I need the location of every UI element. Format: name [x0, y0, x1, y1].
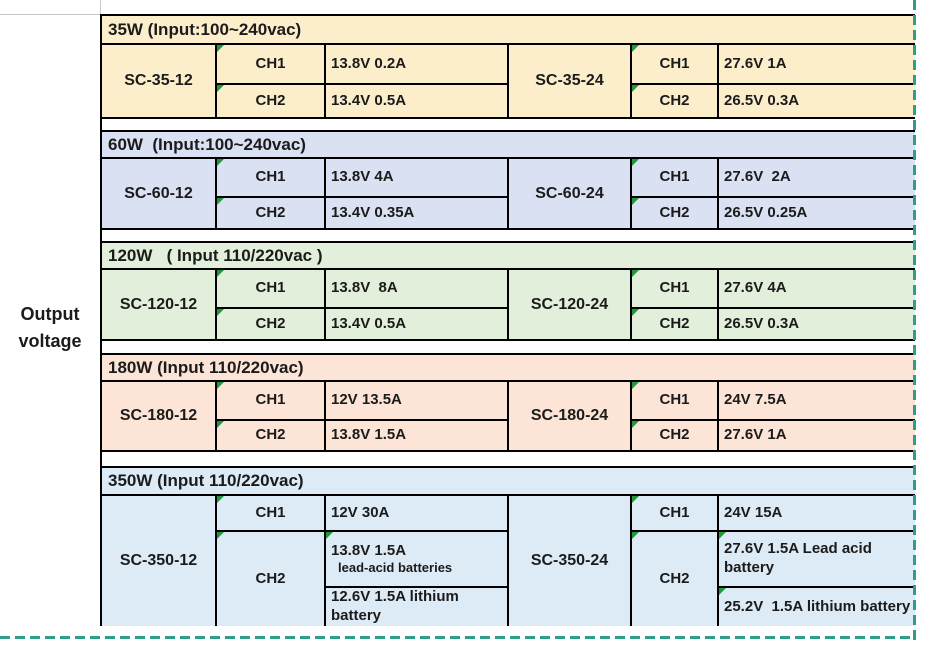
model-cell[interactable]: SC-350-24 — [507, 496, 630, 626]
page-break-line-horizontal — [0, 636, 916, 639]
cell-flag-icon — [217, 496, 224, 503]
model-cell[interactable]: SC-120-24 — [507, 270, 630, 339]
model-cell[interactable]: SC-60-12 — [124, 184, 193, 202]
channel-cell[interactable]: CH2 — [630, 307, 717, 339]
spec-table: 35W (Input:100~240vac) SC-35-12 CH1 13.8… — [100, 14, 915, 626]
cell-flag-icon — [217, 532, 224, 539]
value-cell[interactable]: 13.4V 0.5A — [324, 307, 507, 339]
cell-flag-icon — [632, 496, 639, 503]
value-cell[interactable]: 13.4V 0.5A — [324, 83, 507, 117]
section-60w: 60W (Input:100~240vac) SC-60-12 CH1 13.8… — [102, 130, 915, 230]
cell-flag-icon — [632, 382, 639, 389]
cell-flag-icon — [217, 159, 224, 166]
channel-cell[interactable]: CH1 — [630, 382, 717, 419]
value-cell[interactable]: 13.8V 4A — [324, 159, 507, 196]
channel-cell[interactable]: CH1 — [630, 496, 717, 530]
value-cell[interactable]: 13.8V 1.5A lead-acid batteries — [324, 530, 507, 586]
model-cell[interactable]: SC-120-12 — [119, 295, 198, 313]
channel-cell[interactable]: CH2 — [630, 419, 717, 450]
section-title-cell[interactable]: 180W (Input 110/220vac) — [102, 355, 915, 382]
channel-cell[interactable]: CH1 — [630, 45, 717, 83]
channel-cell[interactable]: CH1 — [215, 496, 324, 530]
model-cell[interactable]: SC-35-24 — [507, 45, 630, 117]
cell-flag-icon — [217, 270, 224, 277]
channel-cell[interactable]: CH1 — [215, 382, 324, 419]
value-cell[interactable]: 13.8V 0.2A — [324, 45, 507, 83]
cell-flag-icon — [632, 270, 639, 277]
cell-flag-icon — [217, 45, 224, 52]
section-180w: 180W (Input 110/220vac) SC-180-12 CH1 12… — [102, 353, 915, 452]
cell-flag-icon — [326, 532, 333, 539]
value-cell[interactable]: 26.5V 0.25A — [717, 196, 915, 228]
cell-flag-icon — [632, 421, 639, 428]
channel-cell[interactable]: CH2 — [630, 196, 717, 228]
section-title-cell[interactable]: 120W ( Input 110/220vac ) — [102, 243, 915, 270]
cell-flag-icon — [217, 85, 224, 92]
value-cell[interactable]: 26.5V 0.3A — [717, 83, 915, 117]
value-cell[interactable]: 12.6V 1.5A lithium battery — [324, 586, 507, 626]
channel-cell[interactable]: CH2 — [630, 530, 717, 626]
value-cell[interactable]: 26.5V 0.3A — [717, 307, 915, 339]
gridline-horizontal — [0, 14, 101, 15]
channel-cell[interactable]: CH2 — [630, 83, 717, 117]
value-cell[interactable]: 24V 15A — [717, 496, 915, 530]
value-cell[interactable]: 13.4V 0.35A — [324, 196, 507, 228]
value-cell[interactable]: 25.2V 1.5A lithium battery — [717, 586, 915, 626]
section-title-cell[interactable]: 35W (Input:100~240vac) — [102, 16, 915, 45]
cell-flag-icon — [217, 309, 224, 316]
value-cell[interactable]: 27.6V 2A — [717, 159, 915, 196]
value-cell[interactable]: 13.8V 8A — [324, 270, 507, 307]
cell-flag-icon — [217, 421, 224, 428]
model-cell[interactable]: SC-180-24 — [507, 382, 630, 450]
channel-cell[interactable]: CH2 — [215, 419, 324, 450]
model-cell[interactable]: SC-60-24 — [507, 159, 630, 228]
channel-cell[interactable]: CH1 — [215, 270, 324, 307]
value-cell[interactable]: 27.6V 1A — [717, 419, 915, 450]
page-break-line-vertical — [913, 0, 916, 640]
cell-flag-icon — [719, 588, 726, 595]
section-350w: 350W (Input 110/220vac) SC-350-12 CH1 12… — [102, 466, 915, 626]
cell-flag-icon — [632, 159, 639, 166]
channel-cell[interactable]: CH2 — [215, 83, 324, 117]
output-voltage-label-cell[interactable]: Output voltage — [18, 304, 82, 351]
gridline-vertical — [100, 0, 101, 14]
value-cell[interactable]: 27.6V 4A — [717, 270, 915, 307]
model-cell[interactable]: SC-180-12 — [119, 407, 198, 424]
model-cell[interactable]: SC-350-12 — [119, 552, 198, 569]
value-cell[interactable]: 27.6V 1.5A Lead acid battery — [717, 530, 915, 586]
section-title-cell[interactable]: 350W (Input 110/220vac) — [102, 468, 915, 496]
channel-cell[interactable]: CH2 — [215, 196, 324, 228]
channel-cell[interactable]: CH2 — [215, 530, 324, 626]
cell-flag-icon — [719, 532, 726, 539]
section-35w: 35W (Input:100~240vac) SC-35-12 CH1 13.8… — [102, 14, 915, 119]
cell-flag-icon — [632, 309, 639, 316]
channel-cell[interactable]: CH1 — [630, 159, 717, 196]
cell-flag-icon — [632, 532, 639, 539]
cell-flag-icon — [217, 198, 224, 205]
channel-cell[interactable]: CH1 — [215, 45, 324, 83]
value-cell[interactable]: 27.6V 1A — [717, 45, 915, 83]
cell-flag-icon — [632, 198, 639, 205]
section-title-cell[interactable]: 60W (Input:100~240vac) — [102, 132, 915, 159]
section-120w: 120W ( Input 110/220vac ) SC-120-12 CH1 … — [102, 241, 915, 341]
cell-flag-icon — [632, 45, 639, 52]
value-cell[interactable]: 12V 30A — [324, 496, 507, 530]
cell-flag-icon — [632, 85, 639, 92]
model-cell[interactable]: SC-35-12 — [124, 72, 193, 89]
channel-cell[interactable]: CH1 — [630, 270, 717, 307]
channel-cell[interactable]: CH2 — [215, 307, 324, 339]
cell-flag-icon — [217, 382, 224, 389]
value-cell[interactable]: 13.8V 1.5A — [324, 419, 507, 450]
value-cell[interactable]: 12V 13.5A — [324, 382, 507, 419]
channel-cell[interactable]: CH1 — [215, 159, 324, 196]
value-cell[interactable]: 24V 7.5A — [717, 382, 915, 419]
